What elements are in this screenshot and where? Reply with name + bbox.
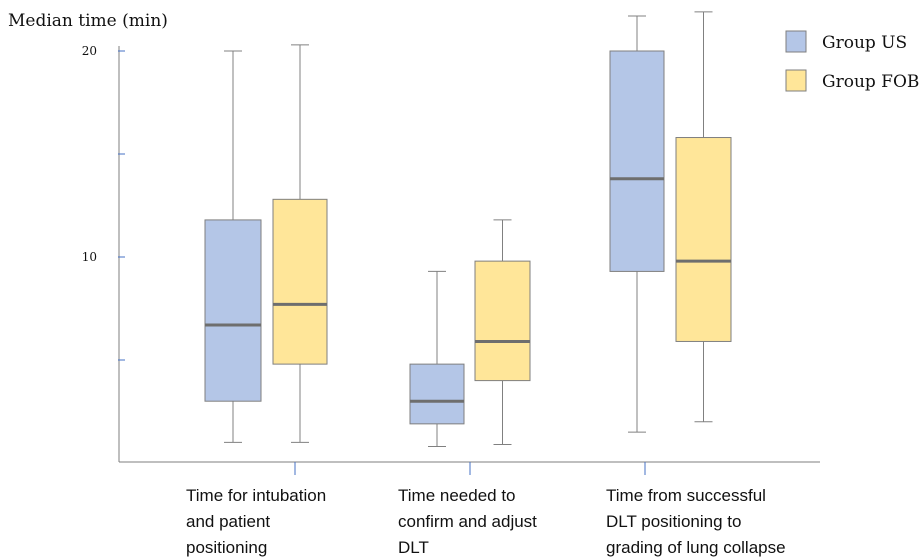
x-category-label: Time for intubation and patient positionin…: [186, 486, 326, 557]
box-iqr: [609, 50, 665, 272]
y-tick-label: 10: [82, 250, 97, 264]
legend-label: Group US: [822, 33, 907, 53]
boxes: [204, 11, 732, 448]
box-iqr: [675, 137, 732, 342]
y-axis-title: Median time (min): [8, 11, 168, 31]
box-group-us: [204, 50, 262, 443]
box-iqr: [474, 260, 531, 382]
x-category-label: Time from successful DLT positioning to gr…: [606, 486, 786, 557]
box-group-fob: [272, 44, 328, 443]
legend: Group US Group FOB: [785, 30, 919, 92]
legend-swatch: [785, 30, 807, 53]
x-category-label: Time needed to confirm and adjust DLT: [398, 486, 537, 557]
box-group-fob: [675, 11, 732, 423]
x-category-labels: Time for intubation and patient positionin…: [186, 462, 786, 557]
box-group-fob: [474, 219, 531, 445]
legend-swatch: [785, 69, 807, 92]
box-iqr: [204, 219, 262, 402]
box-iqr: [409, 363, 465, 425]
box-group-us: [409, 270, 465, 448]
box-group-us: [609, 15, 665, 433]
legend-label: Group FOB: [822, 72, 919, 92]
box-iqr: [272, 198, 328, 365]
y-tick-label: 20: [82, 44, 97, 58]
